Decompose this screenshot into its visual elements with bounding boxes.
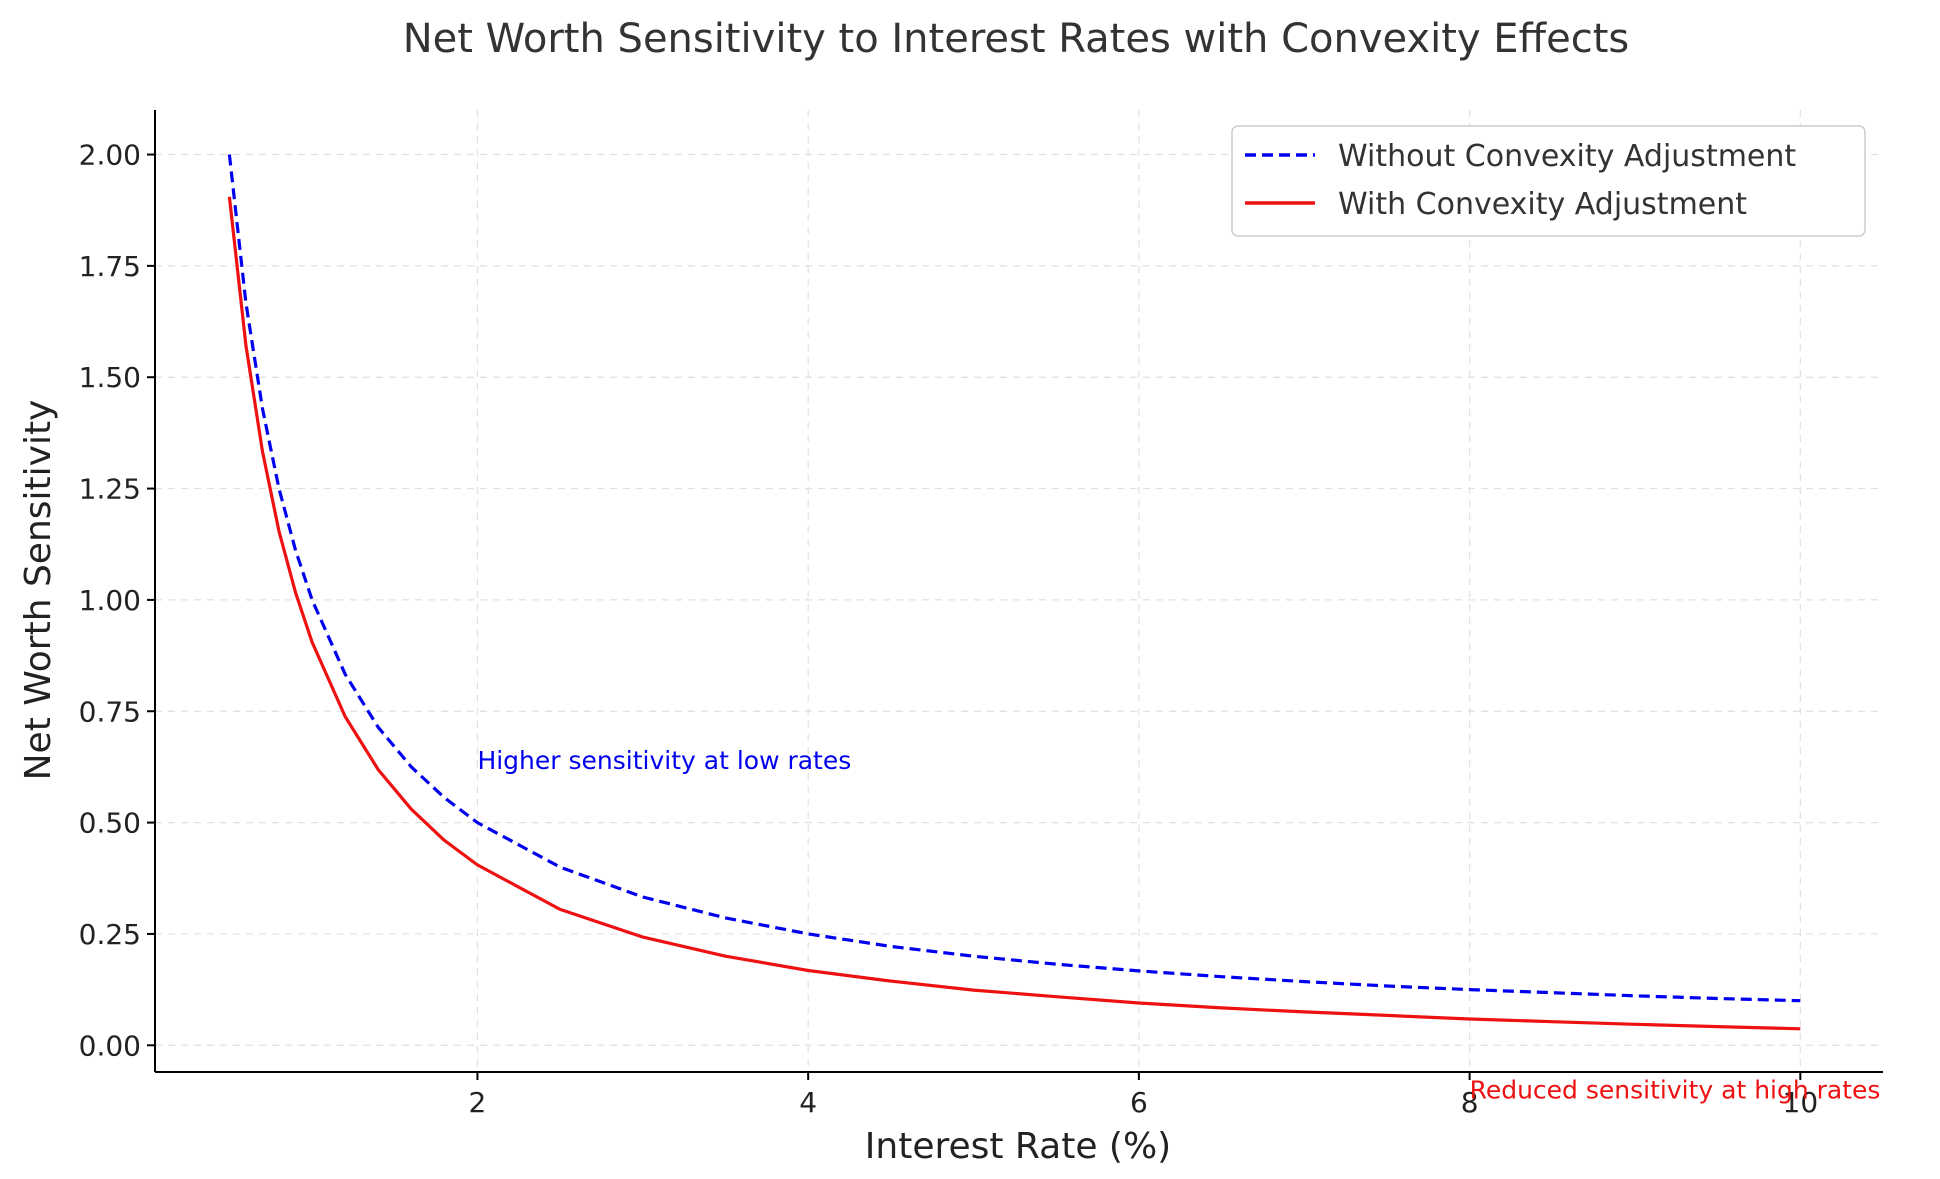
legend-box	[1231, 125, 1866, 237]
annotation-high-rates: Reduced sensitivity at high rates	[1470, 1076, 1881, 1105]
chart-title: Net Worth Sensitivity to Interest Rates …	[403, 16, 1629, 62]
legend: Without Convexity Adjustment With Convex…	[1231, 125, 1866, 237]
series-group	[227, 154, 1801, 1031]
x-tick-label: 10	[1783, 1086, 1819, 1119]
y-axis-label: Net Worth Sensitivity	[18, 400, 59, 781]
y-tick-label: 1.25	[79, 473, 141, 506]
y-tick-label: 0.75	[79, 695, 141, 728]
annotations: Higher sensitivity at low rates Reduced s…	[477, 746, 1880, 1105]
annotation-low-rates: Higher sensitivity at low rates	[477, 746, 851, 775]
x-tick-label: 4	[799, 1086, 817, 1119]
x-axis-label: Interest Rate (%)	[865, 1126, 1171, 1167]
x-axis-ticks: 2 4 6 8 10	[469, 1072, 1819, 1119]
x-tick-label: 6	[1130, 1086, 1148, 1119]
axes	[154, 110, 1883, 1073]
y-tick-label: 1.00	[79, 584, 141, 617]
y-tick-label: 1.50	[79, 361, 141, 394]
grid	[155, 110, 1883, 1072]
y-tick-label: 0.00	[79, 1029, 141, 1062]
y-tick-label: 2.00	[79, 139, 141, 172]
y-tick-label: 1.75	[79, 250, 141, 283]
series-line-without-convexity	[227, 154, 1801, 1003]
x-tick-label: 8	[1461, 1086, 1479, 1119]
x-tick-label: 2	[469, 1086, 487, 1119]
y-axis-ticks: 0.00 0.25 0.50 0.75 1.00 1.25 1.50 1.75 2.00	[79, 139, 155, 1062]
legend-label-without-convexity: Without Convexity Adjustment	[1338, 139, 1796, 174]
series-line-with-convexity	[227, 196, 1801, 1031]
y-tick-label: 0.25	[79, 918, 141, 951]
y-tick-label: 0.50	[79, 807, 141, 840]
legend-label-with-convexity: With Convexity Adjustment	[1338, 187, 1747, 222]
